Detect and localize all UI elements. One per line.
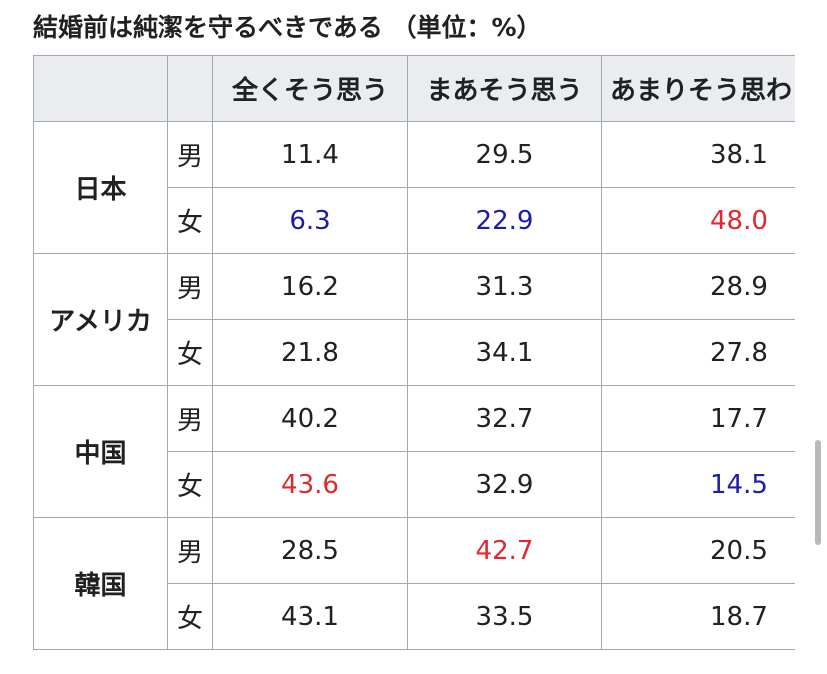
header-cell: 全くそう思う <box>212 55 408 122</box>
value-cell: 28.5 <box>212 517 408 584</box>
row: 女 43.1 33.5 18.7 <box>34 583 795 650</box>
value-cell: 38.1 <box>601 121 795 188</box>
header-row: 全くそう思う まあそう思う あまりそう思わ <box>33 55 795 122</box>
sex-cell: 男 <box>167 121 213 188</box>
sex-cell: 男 <box>167 517 213 584</box>
value-cell: 22.9 <box>407 187 602 254</box>
country-cell: 中国 <box>33 385 168 518</box>
sex-cell: 男 <box>167 253 213 320</box>
value-cell: 32.7 <box>407 385 602 452</box>
country-cell: 日本 <box>33 121 168 254</box>
value-cell: 28.9 <box>601 253 795 320</box>
value-cell: 42.7 <box>407 517 602 584</box>
value-cell: 16.2 <box>212 253 408 320</box>
table-title: 結婚前は純潔を守るべきである （単位：%） <box>33 13 542 42</box>
value-cell: 18.7 <box>601 583 795 650</box>
value-cell: 27.8 <box>601 319 795 386</box>
table-wrap: 全くそう思う まあそう思う あまりそう思わ 日本男 11.4 29.5 38.1 女 6.… <box>33 55 795 655</box>
value-cell: 40.2 <box>212 385 408 452</box>
header-cell <box>33 55 168 122</box>
value-cell: 20.5 <box>601 517 795 584</box>
sex-cell: 女 <box>167 451 213 518</box>
country-cell: 韓国 <box>33 517 168 650</box>
header-cell <box>167 55 213 122</box>
value-cell: 31.3 <box>407 253 602 320</box>
value-cell: 33.5 <box>407 583 602 650</box>
table: 全くそう思う まあそう思う あまりそう思わ 日本男 11.4 29.5 38.1 女 6.… <box>33 55 795 650</box>
header-cell: あまりそう思わ <box>601 55 795 122</box>
row: 女 43.6 32.9 14.5 <box>34 451 795 518</box>
value-cell: 21.8 <box>212 319 408 386</box>
value-cell: 14.5 <box>601 451 795 518</box>
country-cell: アメリカ <box>33 253 168 386</box>
scrollbar[interactable] <box>815 440 821 545</box>
header-cell: まあそう思う <box>407 55 602 122</box>
row: 韓国男 28.5 42.7 20.5 <box>33 517 795 650</box>
value-cell: 32.9 <box>407 451 602 518</box>
row: アメリカ男 16.2 31.3 28.9 <box>33 253 795 386</box>
value-cell: 11.4 <box>212 121 408 188</box>
table-body: 日本男 11.4 29.5 38.1 女 6.3 22.9 48.0 アメリカ男 16.2 31.3… <box>33 121 795 650</box>
value-cell: 34.1 <box>407 319 602 386</box>
value-cell: 17.7 <box>601 385 795 452</box>
row: 女 21.8 34.1 27.8 <box>34 319 795 386</box>
row: 女 6.3 22.9 48.0 <box>34 187 795 254</box>
sex-cell: 女 <box>167 319 213 386</box>
row: 日本男 11.4 29.5 38.1 <box>33 121 795 254</box>
sex-cell: 女 <box>167 583 213 650</box>
value-cell: 43.1 <box>212 583 408 650</box>
sex-cell: 男 <box>167 385 213 452</box>
row: 中国男 40.2 32.7 17.7 <box>33 385 795 518</box>
value-cell: 29.5 <box>407 121 602 188</box>
sex-cell: 女 <box>167 187 213 254</box>
value-cell: 6.3 <box>212 187 408 254</box>
value-cell: 43.6 <box>212 451 408 518</box>
value-cell: 48.0 <box>601 187 795 254</box>
